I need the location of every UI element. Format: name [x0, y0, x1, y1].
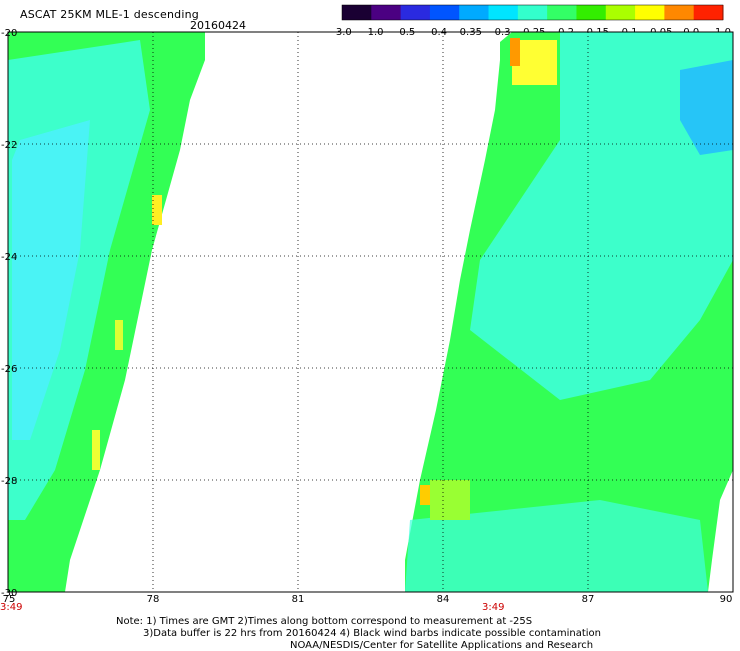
swath-right-cyan-bottom	[405, 500, 708, 592]
swath-left-yellow-patch	[115, 320, 123, 350]
swath-right-blue-core	[680, 60, 733, 155]
swath-right-yellow-patch	[420, 485, 430, 505]
longitude-tick-label: 87	[582, 594, 595, 605]
latitude-tick-label: -28	[1, 476, 17, 487]
colorbar-segment	[342, 5, 372, 20]
map-title: ASCAT 25KM MLE-1 descending	[20, 8, 199, 21]
colorbar-frame	[341, 4, 724, 21]
colorbar-segment	[429, 5, 460, 20]
swath-time-left: 3:49	[0, 602, 22, 613]
swath-left-yellow-patch	[152, 195, 162, 225]
colorbar-segment	[371, 5, 402, 20]
note-line-3: NOAA/NESDIS/Center for Satellite Applica…	[290, 640, 594, 651]
colorbar-segment	[576, 5, 607, 20]
longitude-tick-label: 78	[147, 594, 160, 605]
note-line-1: Note: 1) Times are GMT 2)Times along bot…	[116, 616, 533, 627]
swath-time-right: 3:49	[482, 602, 504, 613]
colorbar-segment	[547, 5, 577, 20]
colorbar	[341, 4, 724, 21]
longitude-tick-label: 81	[292, 594, 305, 605]
colorbar-segment	[635, 5, 665, 20]
note-line-2: 3)Data buffer is 22 hrs from 20160424 4)…	[143, 628, 601, 639]
latitude-tick-label: -24	[1, 252, 17, 263]
latitude-tick-label: -26	[1, 364, 17, 375]
plot-frame	[7, 31, 734, 593]
colorbar-segment	[459, 5, 490, 20]
swath-right-cyan-zone	[470, 32, 733, 400]
swath-left-yellow-patch	[92, 430, 100, 470]
latitude-tick-label: -30	[1, 588, 17, 599]
swath-left-cyan-core	[12, 120, 90, 440]
colorbar-segment	[664, 5, 695, 20]
colorbar-segment	[693, 5, 724, 20]
longitude-tick-label: 84	[437, 594, 450, 605]
colorbar-segment	[517, 5, 548, 20]
swath-right-green-patch	[430, 480, 470, 520]
colorbar-segment	[400, 5, 431, 20]
colorbar-segment	[488, 5, 519, 20]
map-date: 20160424	[190, 19, 246, 32]
latitude-labels: -20 -22 -24 -26 -28 -30	[1, 28, 17, 599]
latitude-tick-label: -22	[1, 140, 17, 151]
longitude-tick-label: 90	[720, 594, 733, 605]
latitude-tick-label: -20	[1, 28, 17, 39]
longitude-tick-label: 75	[3, 594, 16, 605]
swath-right-orange-patch	[510, 38, 520, 66]
longitude-labels: 75 78 81 84 87 90	[3, 594, 733, 605]
colorbar-segment	[605, 5, 636, 20]
